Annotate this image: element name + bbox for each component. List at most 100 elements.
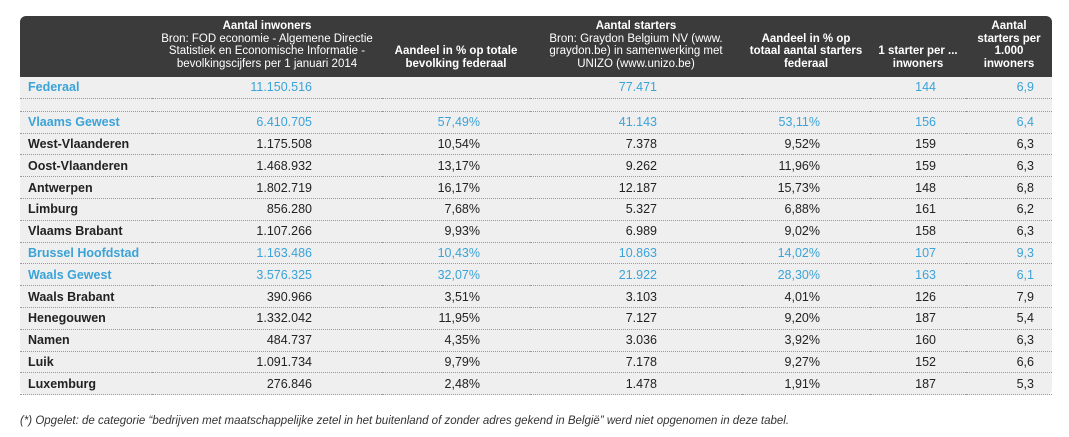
row-per-1000: 5,3	[966, 372, 1052, 396]
row-ratio: 161	[870, 198, 966, 221]
header-pct-starters: Aandeel in % op totaal aantal starters f…	[742, 16, 870, 77]
row-name: Brussel Hoofdstad	[20, 242, 152, 265]
header-inwoners-title: Aantal inwoners	[222, 20, 312, 32]
row-name: Henegouwen	[20, 307, 152, 330]
row-starters: 5.327	[530, 198, 742, 221]
row-per-1000: 6,6	[966, 351, 1052, 374]
row-inwoners: 1.332.042	[152, 307, 382, 330]
table-row: Vlaams Gewest 6.410.705 57,49% 41.143 53…	[20, 111, 1052, 134]
row-inwoners: 1.802.719	[152, 176, 382, 199]
spacer-cell	[966, 98, 1052, 112]
row-pct-starters: 28,30%	[742, 263, 870, 287]
header-per-1000: Aantal starters per 1.000 inwoners	[966, 16, 1052, 77]
header-starters: Aantal starters Bron: Graydon Belgium NV…	[530, 16, 742, 77]
row-pct-starters: 9,02%	[742, 220, 870, 243]
row-ratio: 148	[870, 176, 966, 199]
row-inwoners: 484.737	[152, 329, 382, 352]
row-per-1000: 6,3	[966, 133, 1052, 156]
table-row: Vlaams Brabant 1.107.266 9,93% 6.989 9,0…	[20, 220, 1052, 243]
statistics-table-container: Aantal inwoners Bron: FOD economie - Alg…	[20, 16, 1052, 396]
row-ratio: 144	[870, 77, 966, 99]
spacer-cell	[870, 98, 966, 112]
row-inwoners: 1.163.486	[152, 242, 382, 265]
table-row: Waals Gewest 3.576.325 32,07% 21.922 28,…	[20, 263, 1052, 287]
row-inwoners: 1.091.734	[152, 351, 382, 374]
row-pct-bevolking: 10,43%	[382, 242, 530, 265]
row-per-1000: 7,9	[966, 285, 1052, 308]
spacer-cell	[530, 98, 742, 112]
header-inwoners: Aantal inwoners Bron: FOD economie - Alg…	[152, 16, 382, 77]
table-row: West-Vlaanderen 1.175.508 10,54% 7.378 9…	[20, 133, 1052, 156]
row-name: Waals Brabant	[20, 285, 152, 308]
row-ratio: 152	[870, 351, 966, 374]
row-pct-starters: 9,52%	[742, 133, 870, 156]
row-ratio: 187	[870, 307, 966, 330]
row-pct-bevolking: 4,35%	[382, 329, 530, 352]
row-per-1000: 9,3	[966, 242, 1052, 265]
row-pct-bevolking: 16,17%	[382, 176, 530, 199]
row-starters: 41.143	[530, 111, 742, 134]
row-per-1000: 6,1	[966, 263, 1052, 287]
header-inwoners-source: Bron: FOD economie - Algemene Directie S…	[161, 32, 373, 70]
table-row: Oost-Vlaanderen 1.468.932 13,17% 9.262 1…	[20, 154, 1052, 178]
table-row: Brussel Hoofdstad 1.163.486 10,43% 10.86…	[20, 242, 1052, 265]
row-pct-starters: 11,96%	[742, 154, 870, 178]
row-pct-bevolking: 9,93%	[382, 220, 530, 243]
row-name: Luik	[20, 351, 152, 374]
spacer-row	[20, 98, 1052, 112]
row-pct-starters: 9,27%	[742, 351, 870, 374]
row-per-1000: 5,4	[966, 307, 1052, 330]
row-inwoners: 3.576.325	[152, 263, 382, 287]
row-inwoners: 1.468.932	[152, 154, 382, 178]
row-pct-bevolking: 10,54%	[382, 133, 530, 156]
row-starters: 7.178	[530, 351, 742, 374]
row-inwoners: 856.280	[152, 198, 382, 221]
row-pct-starters: 9,20%	[742, 307, 870, 330]
row-starters: 10.863	[530, 242, 742, 265]
table-row: Namen 484.737 4,35% 3.036 3,92% 160 6,3	[20, 329, 1052, 352]
header-ratio: 1 starter per ... inwoners	[870, 16, 966, 77]
row-pct-bevolking: 11,95%	[382, 307, 530, 330]
spacer-cell	[20, 98, 152, 112]
row-pct-starters	[742, 77, 870, 99]
row-starters: 3.036	[530, 329, 742, 352]
row-pct-bevolking: 57,49%	[382, 111, 530, 134]
table-row: Luxemburg 276.846 2,48% 1.478 1,91% 187 …	[20, 372, 1052, 396]
row-pct-starters: 3,92%	[742, 329, 870, 352]
row-pct-bevolking: 9,79%	[382, 351, 530, 374]
row-pct-starters: 6,88%	[742, 198, 870, 221]
row-pct-starters: 1,91%	[742, 372, 870, 396]
row-name: Namen	[20, 329, 152, 352]
row-name: Limburg	[20, 198, 152, 221]
row-pct-starters: 53,11%	[742, 111, 870, 134]
row-per-1000: 6,3	[966, 329, 1052, 352]
row-pct-starters: 14,02%	[742, 242, 870, 265]
row-ratio: 159	[870, 133, 966, 156]
table-row: Henegouwen 1.332.042 11,95% 7.127 9,20% …	[20, 307, 1052, 330]
row-per-1000: 6,3	[966, 220, 1052, 243]
row-pct-starters: 4,01%	[742, 285, 870, 308]
row-name: West-Vlaanderen	[20, 133, 152, 156]
row-name: Waals Gewest	[20, 263, 152, 287]
table-row: Luik 1.091.734 9,79% 7.178 9,27% 152 6,6	[20, 351, 1052, 374]
row-inwoners: 390.966	[152, 285, 382, 308]
row-name: Vlaams Brabant	[20, 220, 152, 243]
spacer-cell	[152, 98, 382, 112]
row-starters: 77.471	[530, 77, 742, 99]
row-name: Oost-Vlaanderen	[20, 154, 152, 178]
table-row: Limburg 856.280 7,68% 5.327 6,88% 161 6,…	[20, 198, 1052, 221]
header-region	[20, 16, 152, 77]
row-starters: 7.127	[530, 307, 742, 330]
starters-table: Aantal inwoners Bron: FOD economie - Alg…	[20, 16, 1052, 396]
row-ratio: 187	[870, 372, 966, 396]
row-inwoners: 276.846	[152, 372, 382, 396]
row-inwoners: 1.107.266	[152, 220, 382, 243]
row-starters: 3.103	[530, 285, 742, 308]
row-per-1000: 6,8	[966, 176, 1052, 199]
row-inwoners: 1.175.508	[152, 133, 382, 156]
row-ratio: 126	[870, 285, 966, 308]
row-starters: 9.262	[530, 154, 742, 178]
row-starters: 21.922	[530, 263, 742, 287]
row-name: Antwerpen	[20, 176, 152, 199]
row-starters: 6.989	[530, 220, 742, 243]
